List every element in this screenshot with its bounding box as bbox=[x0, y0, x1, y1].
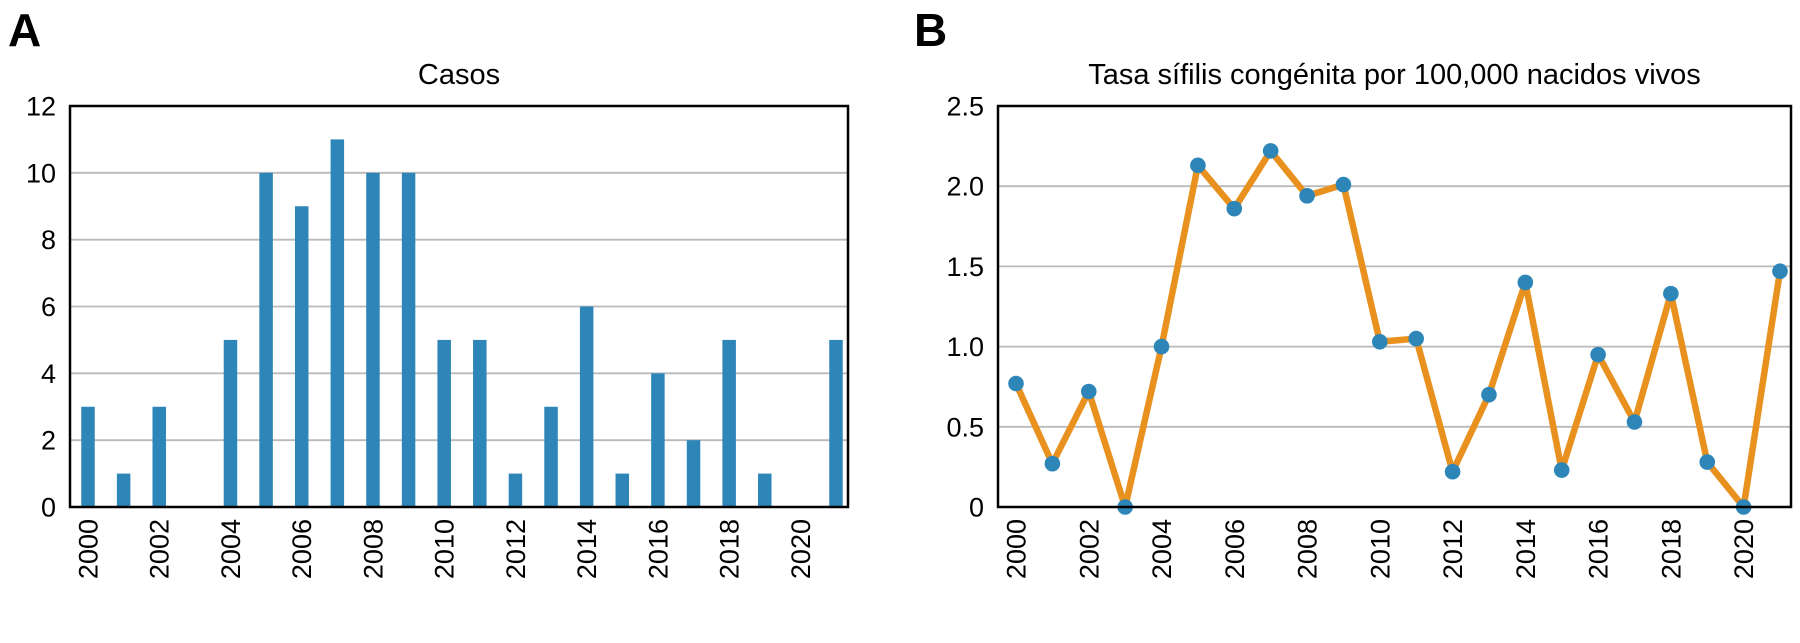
point-2012 bbox=[1444, 463, 1461, 480]
point-2017 bbox=[1626, 414, 1643, 430]
bar-2021 bbox=[829, 339, 843, 507]
panel-label: B bbox=[914, 4, 947, 56]
bar-2004 bbox=[223, 339, 238, 507]
point-2000 bbox=[1008, 375, 1024, 392]
bar-2008 bbox=[366, 172, 380, 508]
x-tick-label: 2004 bbox=[1147, 519, 1177, 579]
bar-2017 bbox=[686, 440, 701, 507]
bar-2016 bbox=[651, 373, 665, 507]
y-tick-label: 2.0 bbox=[946, 172, 984, 202]
point-2011 bbox=[1408, 330, 1424, 347]
point-2006 bbox=[1226, 200, 1243, 217]
y-tick-label: 2 bbox=[41, 426, 56, 456]
point-2014 bbox=[1517, 274, 1534, 291]
trend-line bbox=[1012, 147, 1784, 511]
point-2021 bbox=[1772, 263, 1788, 280]
y-tick-label: 4 bbox=[41, 359, 56, 389]
y-tick-label: 12 bbox=[26, 91, 56, 121]
y-tick-label: 1.5 bbox=[946, 252, 984, 282]
x-tick-label: 2000 bbox=[1002, 519, 1032, 579]
x-tick-label: 2010 bbox=[430, 519, 460, 579]
y-tick-label: 2.5 bbox=[946, 91, 984, 121]
x-tick-label: 2016 bbox=[643, 519, 673, 579]
panel-label: A bbox=[8, 4, 41, 56]
plot-border bbox=[996, 104, 1793, 509]
bar-2018 bbox=[722, 339, 736, 507]
x-tick-label: 2012 bbox=[1438, 519, 1468, 579]
point-2004 bbox=[1153, 338, 1170, 355]
x-tick-label: 2006 bbox=[1220, 519, 1250, 579]
x-tick-label: 2014 bbox=[572, 519, 602, 579]
x-tick-label: 2000 bbox=[74, 519, 104, 579]
bar-2019 bbox=[758, 473, 772, 507]
panel-A: 0 2 4 6 8 10 12 2000 2002 2004 2006 2008 2010 2012 201… bbox=[8, 4, 850, 579]
point-2002 bbox=[1080, 383, 1097, 400]
x-tick-label: 2008 bbox=[358, 519, 388, 579]
point-2005 bbox=[1190, 157, 1206, 174]
x-tick-label: 2008 bbox=[1293, 519, 1323, 579]
x-tick-label: 2010 bbox=[1365, 519, 1395, 579]
point-2009 bbox=[1335, 176, 1352, 193]
point-2016 bbox=[1590, 346, 1606, 363]
bar-2000 bbox=[81, 406, 95, 507]
point-2001 bbox=[1044, 455, 1061, 472]
point-2018 bbox=[1663, 285, 1679, 302]
point-2007 bbox=[1262, 143, 1279, 159]
bar-2005 bbox=[259, 172, 273, 508]
x-tick-label: 2018 bbox=[715, 519, 745, 579]
x-tick-label: 2014 bbox=[1511, 519, 1541, 579]
bar-2006 bbox=[294, 206, 309, 507]
x-tick-label: 2002 bbox=[1074, 519, 1104, 579]
y-tick-label: 1.0 bbox=[946, 332, 984, 362]
y-tick-label: 0 bbox=[41, 492, 56, 522]
panel-B: 0 0.5 1.0 1.5 2.0 2.5 2000 2002 2004 2006 2008 2010… bbox=[914, 4, 1793, 579]
x-tick-label: 2004 bbox=[216, 519, 246, 579]
x-tick-label: 2006 bbox=[287, 519, 317, 579]
x-tick-label: 2020 bbox=[1729, 519, 1759, 579]
point-2015 bbox=[1553, 462, 1570, 478]
bar-2009 bbox=[401, 172, 416, 508]
point-2010 bbox=[1372, 333, 1388, 350]
bar-2010 bbox=[437, 339, 451, 507]
x-tick-label: 2002 bbox=[145, 519, 175, 579]
bar-2014 bbox=[579, 306, 594, 507]
bar-2015 bbox=[615, 473, 630, 507]
point-2013 bbox=[1481, 386, 1497, 403]
x-tick-label: 2018 bbox=[1656, 519, 1686, 579]
y-tick-label: 8 bbox=[41, 225, 56, 255]
x-tick-label: 2016 bbox=[1584, 519, 1614, 579]
chart-title: Casos bbox=[418, 59, 500, 91]
plot-border bbox=[68, 104, 850, 509]
bar-2001 bbox=[116, 473, 131, 507]
y-tick-label: 0 bbox=[969, 492, 984, 522]
x-tick-label: 2020 bbox=[786, 519, 816, 579]
y-tick-label: 6 bbox=[41, 292, 56, 322]
x-tick-label: 2012 bbox=[501, 519, 531, 579]
chart-title: Tasa sífilis congénita por 100,000 nacid… bbox=[1088, 59, 1701, 91]
bar-2011 bbox=[473, 339, 487, 507]
point-2019 bbox=[1699, 454, 1716, 470]
point-2008 bbox=[1299, 188, 1315, 204]
bar-2007 bbox=[330, 139, 345, 507]
bar-2002 bbox=[152, 406, 166, 507]
y-tick-label: 10 bbox=[26, 158, 56, 188]
bar-2013 bbox=[544, 406, 558, 507]
y-tick-label: 0.5 bbox=[946, 412, 984, 442]
bar-2012 bbox=[508, 473, 523, 507]
